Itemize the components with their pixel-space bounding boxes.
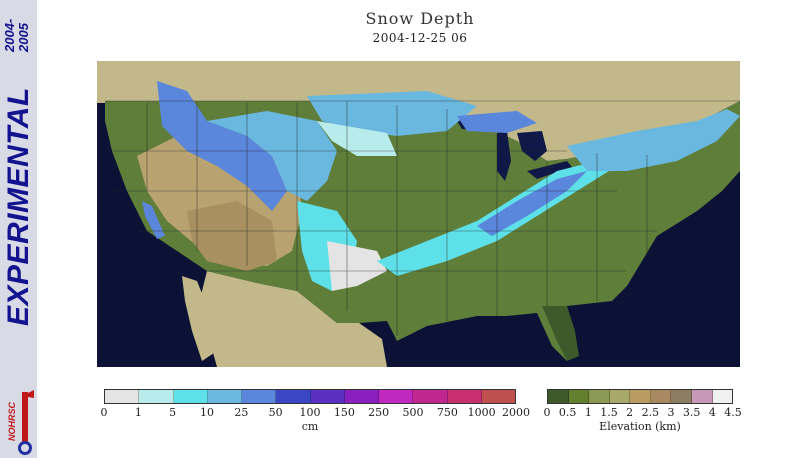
florida-land: [542, 306, 579, 361]
elevation-swatch: [691, 390, 713, 403]
map-title: Snow Depth: [365, 9, 475, 28]
elevation-tick-label: 2.5: [641, 406, 660, 419]
elevation-swatch: [609, 390, 631, 403]
lake-huron: [517, 131, 547, 161]
snow-depth-unit: cm: [301, 420, 319, 433]
elevation-tick-label: 4.5: [724, 406, 742, 419]
elevation-tick-label: 1.5: [600, 406, 618, 419]
snow-depth-swatch: [105, 390, 140, 403]
snow-depth-tick-label: 0: [100, 406, 108, 419]
snow-depth-swatch: [310, 390, 345, 403]
snow-depth-swatch: [276, 390, 311, 403]
elevation-swatch: [548, 390, 569, 403]
southwest-desert: [187, 201, 277, 271]
snow-depth-swatch: [207, 390, 242, 403]
snow-northern-plains: [307, 91, 477, 136]
snow-depth-swatch: [344, 390, 379, 403]
canada-land: [97, 61, 740, 161]
snow-rockies-light: [207, 111, 337, 201]
map-graphic: [97, 61, 740, 367]
snow-depth-tick-label: 2000: [502, 406, 530, 419]
snow-texas-light: [327, 241, 387, 291]
snow-dakotas-light: [317, 121, 397, 156]
elevation-tick-label: 0.5: [558, 406, 577, 419]
lake-michigan: [497, 131, 511, 181]
baja-land: [182, 276, 217, 361]
snow-depth-swatch: [413, 390, 448, 403]
sidebar-banner: 2004- 2005 EXPERIMENTAL NOHRSC: [0, 0, 37, 458]
lake-erie: [527, 161, 572, 179]
snow-sierra: [142, 201, 165, 239]
elevation-tick-label: 1: [584, 406, 592, 419]
elevation-colorbar: [547, 389, 733, 404]
elevation-tick-label: 0: [543, 406, 551, 419]
snow-depth-swatch: [379, 390, 414, 403]
elevation-swatch: [650, 390, 672, 403]
elevation-swatch: [589, 390, 610, 403]
elevation-swatch: [568, 390, 590, 403]
state-borders: [105, 100, 740, 336]
elevation-unit: Elevation (km): [599, 420, 681, 433]
snow-depth-swatch: [242, 390, 277, 403]
snow-depth-tick-label: 10: [200, 406, 214, 419]
snow-depth-tick-label: 1000: [467, 406, 496, 419]
snow-depth-swatch: [481, 390, 515, 403]
snow-depth-tick-label: 150: [333, 406, 355, 419]
elevation-swatch: [712, 390, 733, 403]
mexico-land: [197, 271, 387, 367]
snow-depth-tick-label: 1: [134, 406, 142, 419]
snow-depth-tick-label: 25: [234, 406, 249, 419]
elevation-tick-label: 4: [708, 406, 716, 419]
snow-depth-tick-label: 5: [169, 406, 177, 419]
snow-ohio-valley-core: [477, 171, 587, 236]
snow-depth-tick-label: 250: [368, 406, 390, 419]
snow-depth-swatch: [173, 390, 208, 403]
experimental-label: EXPERIMENTAL: [2, 87, 35, 326]
snow-depth-colorbar: [104, 389, 516, 404]
snow-rockies: [157, 81, 287, 211]
snow-depth-tick-label: 500: [402, 406, 424, 419]
snow-depth-tick-label: 50: [268, 406, 283, 419]
snow-michigan: [457, 111, 537, 133]
elevation-swatch: [671, 390, 692, 403]
snow-depth-swatch: [139, 390, 174, 403]
nohrsc-logo-icon: [18, 390, 34, 455]
snow-depth-tick-label: 100: [299, 406, 321, 419]
elevation-tick-label: 2: [626, 406, 634, 419]
snow-depth-tick-label: 750: [436, 406, 458, 419]
nohrsc-logo-text: NOHRSC: [7, 401, 17, 441]
elevation-swatch: [630, 390, 651, 403]
snow-depth-swatch: [447, 390, 482, 403]
elevation-tick-label: 3: [667, 406, 675, 419]
map-timestamp: 2004-12-25 06: [372, 31, 468, 45]
elevation-tick-label: 3.5: [682, 406, 701, 419]
snow-northeast: [567, 109, 740, 171]
snow-depth-map: [97, 61, 740, 367]
